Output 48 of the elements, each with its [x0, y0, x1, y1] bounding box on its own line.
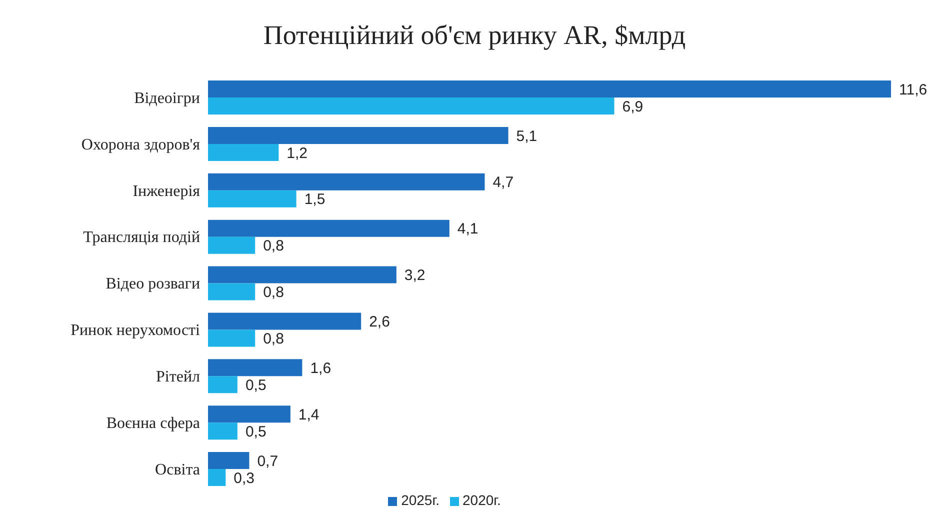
bar [208, 359, 302, 376]
chart-title: Потенційний об'єм ринку AR, $млрд [262, 19, 687, 52]
y-tick-label: Інженерія [132, 182, 201, 200]
data-label: 2,6 [369, 314, 390, 331]
y-tick-label: Охорона здоров'я [81, 136, 201, 154]
data-label: 11,6 [899, 81, 928, 98]
data-label: 1,2 [286, 144, 308, 162]
bar [208, 190, 296, 208]
legend-label: 2025г. [401, 492, 440, 508]
data-label: 0,3 [234, 470, 255, 487]
bar [208, 126, 508, 144]
bar [208, 236, 256, 254]
bar [208, 266, 396, 284]
bar [208, 173, 485, 190]
y-tick-label: Ринок нерухомості [70, 322, 201, 340]
data-label: 4,1 [457, 220, 478, 238]
y-tick-label: Воєнна сфера [106, 415, 200, 432]
bar [208, 452, 250, 470]
bar [208, 312, 362, 330]
data-label: 3,2 [404, 267, 426, 284]
data-label: 0,5 [245, 423, 266, 440]
bar [208, 220, 450, 237]
y-tick-label: Відео розваги [106, 276, 200, 293]
data-label: 6,9 [622, 98, 644, 116]
y-tick-label: Трансляція подій [83, 229, 200, 246]
data-label: 0,8 [263, 330, 284, 348]
legend-label: 2020г. [462, 492, 501, 508]
bar [208, 98, 614, 114]
bar [208, 376, 238, 394]
data-label: 0,7 [257, 452, 278, 470]
data-label: 0,8 [263, 238, 284, 255]
y-tick-label: Освіта [155, 461, 200, 478]
bar [208, 469, 226, 486]
data-label: 4,7 [492, 174, 514, 192]
bar [208, 144, 279, 161]
data-label: 1,4 [298, 406, 320, 424]
y-tick-label: Відеоігри [134, 90, 200, 107]
data-label: 1,5 [304, 191, 326, 208]
data-label: 5,1 [516, 128, 538, 145]
bar [208, 422, 238, 440]
bar [208, 330, 256, 347]
bar [208, 406, 290, 423]
y-tick-label: Рітейл [156, 368, 200, 386]
bar [208, 283, 256, 300]
data-label: 0,5 [245, 376, 266, 394]
data-label: 0,8 [263, 284, 284, 302]
bar [208, 80, 891, 98]
data-label: 1,6 [310, 360, 332, 377]
